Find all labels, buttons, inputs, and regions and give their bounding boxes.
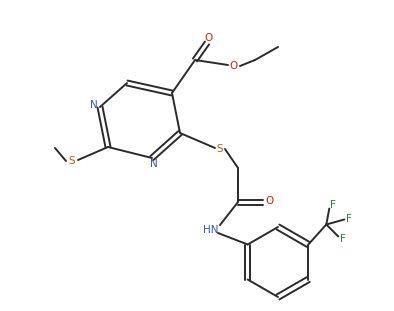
Text: N: N [150, 159, 158, 169]
Text: F: F [346, 215, 352, 225]
Text: F: F [340, 234, 346, 244]
Text: O: O [205, 33, 213, 43]
Text: HN: HN [203, 225, 219, 235]
Text: N: N [90, 100, 98, 110]
Text: O: O [266, 196, 274, 206]
Text: F: F [331, 201, 336, 211]
Text: S: S [69, 156, 75, 166]
Text: S: S [217, 144, 223, 154]
Text: O: O [230, 61, 238, 71]
